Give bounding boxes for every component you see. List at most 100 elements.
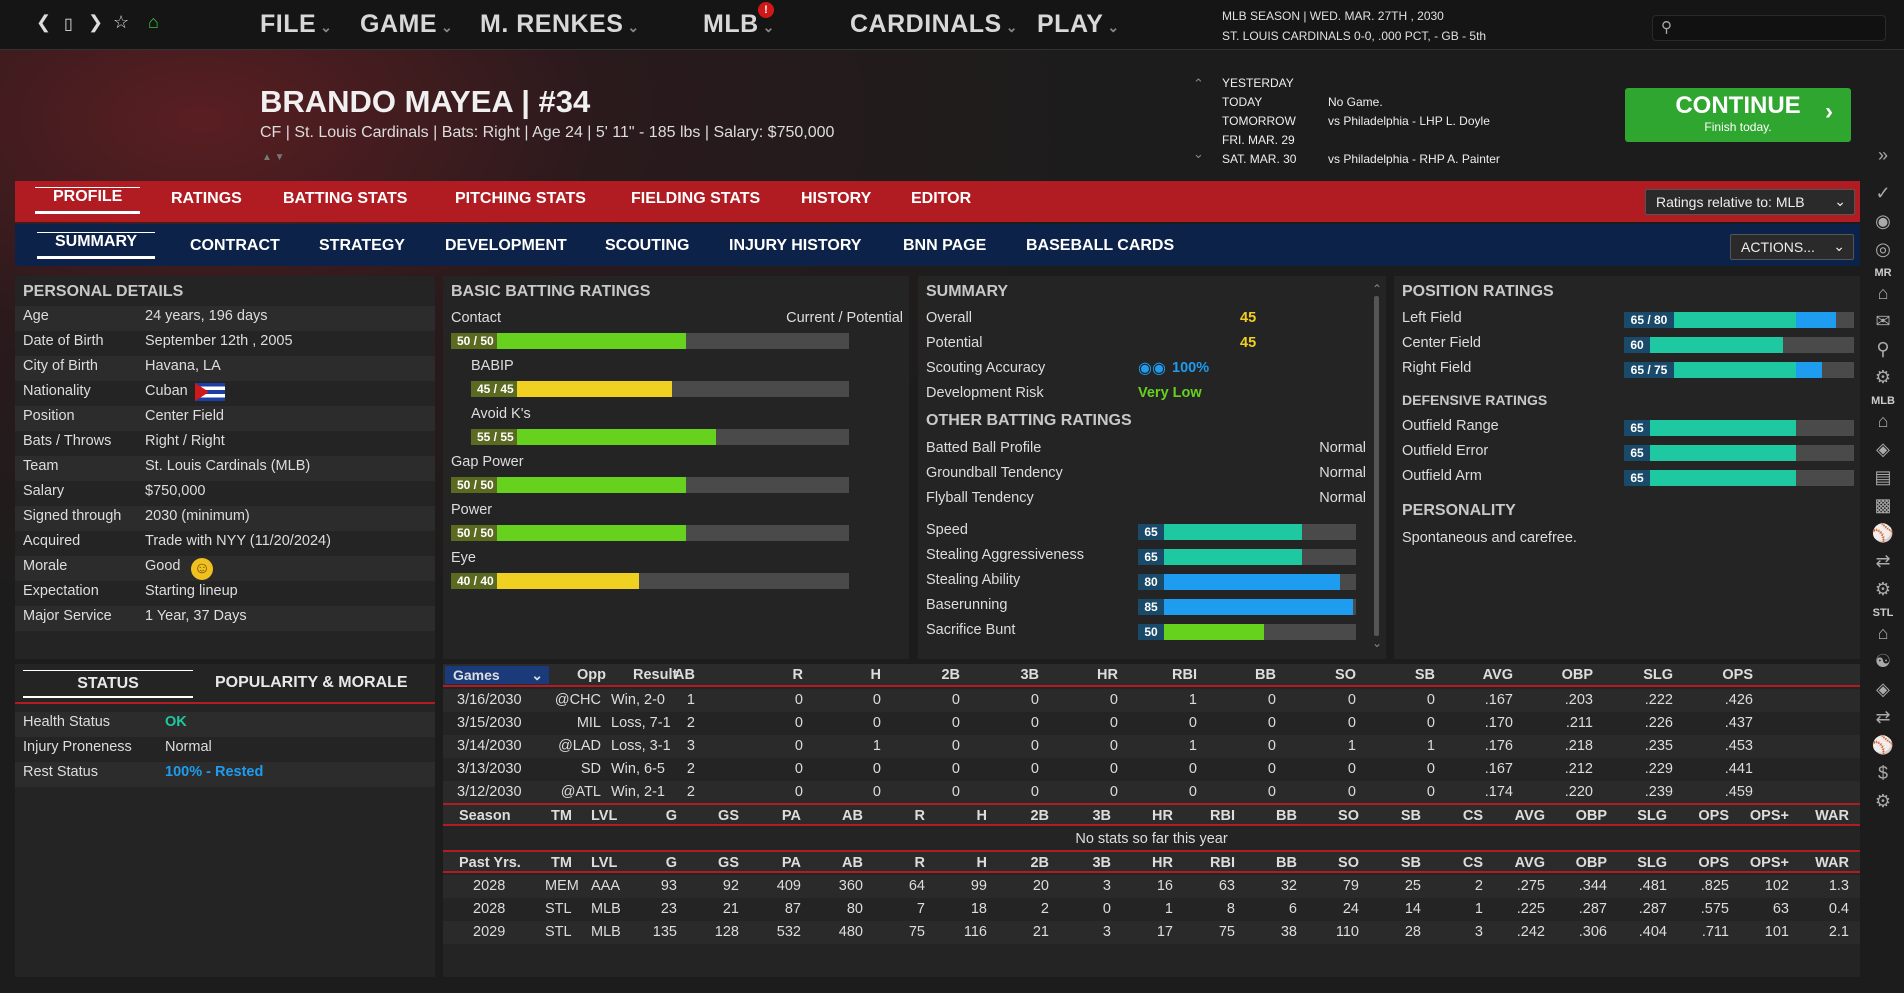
games-dropdown[interactable]: Games ⌄: [445, 666, 549, 684]
tab-pitching-stats[interactable]: PITCHING STATS: [455, 190, 586, 207]
roster-icon[interactable]: ☯: [1874, 651, 1892, 671]
check-icon[interactable]: ✓: [1875, 183, 1891, 203]
column-header: R: [792, 667, 803, 683]
table-cell: 0: [794, 738, 803, 754]
trade-icon[interactable]: ⇄: [1875, 551, 1891, 571]
column-header: 3B: [1092, 855, 1111, 871]
table-cell: .481: [1638, 878, 1667, 894]
globe-icon[interactable]: ◉: [1875, 211, 1891, 231]
table-header: Past Yrs. TM LVL G GS PA AB R H 2B 3B HR RBI BB SO SB CS…: [443, 850, 1860, 873]
search-input[interactable]: ⚲: [1652, 15, 1886, 41]
phone-icon[interactable]: ▯: [64, 16, 73, 33]
table-cell: .222: [1644, 692, 1673, 708]
scroll-down-icon[interactable]: ⌄: [1372, 636, 1383, 650]
detail-value: Havana, LA: [145, 358, 221, 374]
forward-icon[interactable]: ❯: [88, 12, 104, 32]
table-cell: 2029: [473, 924, 506, 940]
table-cell: 0: [872, 784, 881, 800]
home-icon[interactable]: ⌂: [148, 12, 159, 32]
player-nav-arrows[interactable]: ▲ ▼: [262, 152, 285, 163]
scrollbar[interactable]: [1374, 296, 1379, 636]
news-icon[interactable]: ▤: [1874, 467, 1892, 487]
subtab-development[interactable]: DEVELOPMENT: [445, 237, 567, 254]
schedule-up-icon[interactable]: ⌃: [1193, 76, 1204, 91]
tab-profile[interactable]: PROFILE: [35, 187, 141, 214]
mail-icon[interactable]: ✉: [1875, 311, 1891, 331]
ratings-relative-select[interactable]: Ratings relative to: MLB ⌄: [1645, 189, 1855, 215]
scroll-up-icon[interactable]: ⌃: [1372, 282, 1383, 296]
tab-history[interactable]: HISTORY: [801, 190, 872, 207]
gear-icon[interactable]: ⚙: [1874, 791, 1892, 811]
subtab-summary[interactable]: SUMMARY: [37, 232, 156, 259]
trade-icon[interactable]: ⇄: [1875, 707, 1891, 727]
star-icon[interactable]: ☆: [113, 12, 130, 32]
table-cell: .344: [1578, 878, 1607, 894]
status-label: Injury Proneness: [23, 739, 132, 755]
tab-batting-stats[interactable]: BATTING STATS: [283, 190, 408, 207]
tab-fielding-stats[interactable]: FIELDING STATS: [631, 190, 761, 207]
gear-icon[interactable]: ⚙: [1874, 579, 1892, 599]
flag-triangle: [195, 383, 209, 401]
gear-icon[interactable]: ⚙: [1874, 367, 1892, 387]
baseball-icon[interactable]: ⚾: [1871, 523, 1895, 543]
home-icon[interactable]: ⌂: [1877, 411, 1889, 431]
column-header: OPS: [1698, 808, 1729, 824]
tab-ratings[interactable]: RATINGS: [171, 190, 242, 207]
column-header: 3B: [1092, 808, 1111, 824]
rating-bar: 45 / 45: [471, 381, 849, 397]
tab-popularity-morale[interactable]: POPULARITY & MORALE: [215, 674, 408, 691]
table-cell: 0: [1109, 715, 1118, 731]
table-cell: .306: [1578, 924, 1607, 940]
rating-bar: 80: [1138, 574, 1356, 590]
chart-icon[interactable]: ▩: [1874, 495, 1892, 515]
menu-mlb[interactable]: MLB ⌄: [703, 10, 775, 39]
profile-value: Normal: [1319, 440, 1366, 456]
menu-mrenkes[interactable]: M. RENKES ⌄: [480, 10, 640, 39]
column-header: RBI: [1210, 855, 1235, 871]
table-header: Season TM LVL G GS PA AB R H 2B 3B HR RBI BB SO SB CS AVG…: [443, 803, 1860, 826]
tab-editor[interactable]: EDITOR: [911, 190, 972, 207]
column-header: LVL: [591, 808, 618, 824]
column-header: BB: [1276, 855, 1297, 871]
shield-icon[interactable]: ◈: [1876, 439, 1890, 459]
table-cell: 3: [1474, 924, 1483, 940]
table-row: 2028 STL MLB 23 21 87 80 7 18 2 0 1 8 6 24 14 1.225.287.…: [443, 898, 1860, 921]
menu-label: PLAY: [1037, 10, 1104, 38]
detail-value: Cuban: [145, 383, 188, 399]
actions-button[interactable]: ACTIONS... ⌄: [1730, 234, 1854, 260]
search-icon[interactable]: ⚲: [1876, 339, 1890, 359]
continue-button[interactable]: CONTINUE Finish today. ›: [1625, 88, 1851, 142]
shield-icon[interactable]: ◈: [1876, 679, 1890, 699]
column-header: AVG: [1514, 855, 1545, 871]
subtab-injury-history[interactable]: INJURY HISTORY: [729, 237, 862, 254]
subtab-scouting[interactable]: SCOUTING: [605, 237, 690, 254]
dollar-icon[interactable]: $: [1877, 763, 1888, 783]
menu-file[interactable]: FILE ⌄: [260, 10, 332, 39]
table-cell: 3: [686, 738, 695, 754]
defensive-value: 65: [1624, 470, 1650, 486]
row-stripe: [15, 556, 435, 581]
menu-game[interactable]: GAME ⌄: [360, 10, 453, 39]
baseball-icon[interactable]: ⚾: [1871, 735, 1895, 755]
menu-cardinals[interactable]: CARDINALS ⌄: [850, 10, 1018, 39]
bulb-icon[interactable]: ◎: [1875, 239, 1891, 259]
menu-label: CARDINALS: [850, 10, 1002, 38]
column-header: SLG: [1637, 855, 1667, 871]
subtab-strategy[interactable]: STRATEGY: [319, 237, 405, 254]
summary-title: SUMMARY: [926, 283, 1009, 300]
schedule-down-icon[interactable]: ⌄: [1193, 146, 1204, 161]
collapse-icon[interactable]: »: [1877, 145, 1888, 165]
subtab-contract[interactable]: CONTRACT: [190, 237, 280, 254]
subtab-baseball-cards[interactable]: BASEBALL CARDS: [1026, 237, 1175, 254]
back-icon[interactable]: ❮: [36, 12, 52, 32]
home-icon[interactable]: ⌂: [1877, 623, 1889, 643]
home-icon[interactable]: ⌂: [1877, 283, 1889, 303]
table-cell: 0: [1109, 692, 1118, 708]
column-header: RBI: [1210, 808, 1235, 824]
table-cell: 0: [1030, 784, 1039, 800]
subtab-bnn-page[interactable]: BNN PAGE: [903, 237, 987, 254]
menu-play[interactable]: PLAY ⌄: [1037, 10, 1120, 39]
tab-status[interactable]: STATUS: [23, 670, 193, 698]
table-cell: 0: [872, 761, 881, 777]
table-cell: .170: [1484, 715, 1513, 731]
